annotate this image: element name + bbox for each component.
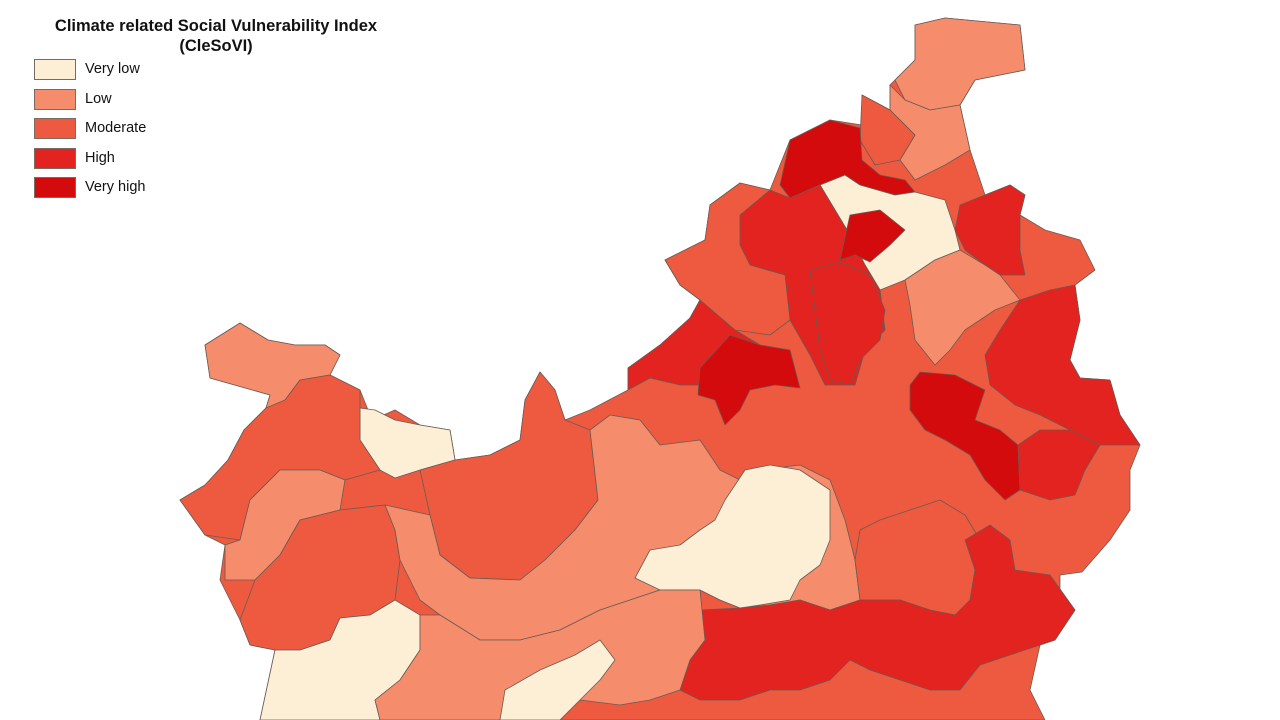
map-title-line1: Climate related Social Vulnerability Ind…	[54, 17, 378, 35]
map-unit-ne-high	[954, 184, 1026, 276]
legend-swatch	[34, 88, 76, 110]
map-unit-south-high	[679, 524, 1076, 701]
map-unit-south-low	[374, 589, 706, 720]
map-unit-south-verylow-b	[499, 639, 616, 720]
legend-swatch	[34, 177, 76, 199]
map-unit-central-low-a	[904, 249, 1021, 366]
map-title-line2: (CleSoVI)	[179, 37, 253, 55]
map-title: Climate related Social Vulnerability Ind…	[0, 16, 432, 56]
legend-swatch	[34, 118, 76, 140]
legend-label: Moderate	[85, 120, 147, 137]
legend-label: Very low	[85, 61, 140, 77]
map-unit-north-veryhigh-b	[839, 209, 906, 263]
legend-label: Low	[85, 90, 112, 107]
legend-swatch	[34, 59, 76, 80]
legend-label: High	[85, 149, 115, 166]
map-unit-center-verylow	[634, 464, 831, 609]
map-unit-east-high-b	[1017, 429, 1101, 501]
legend-label: Very high	[85, 179, 146, 196]
legend-swatch	[34, 147, 76, 169]
map-unit-central-high-strip	[809, 261, 886, 386]
map-unit-north-tip	[894, 17, 1026, 111]
map-unit-west-veryhigh	[697, 334, 801, 426]
map-unit-east-high-a	[984, 284, 1141, 446]
